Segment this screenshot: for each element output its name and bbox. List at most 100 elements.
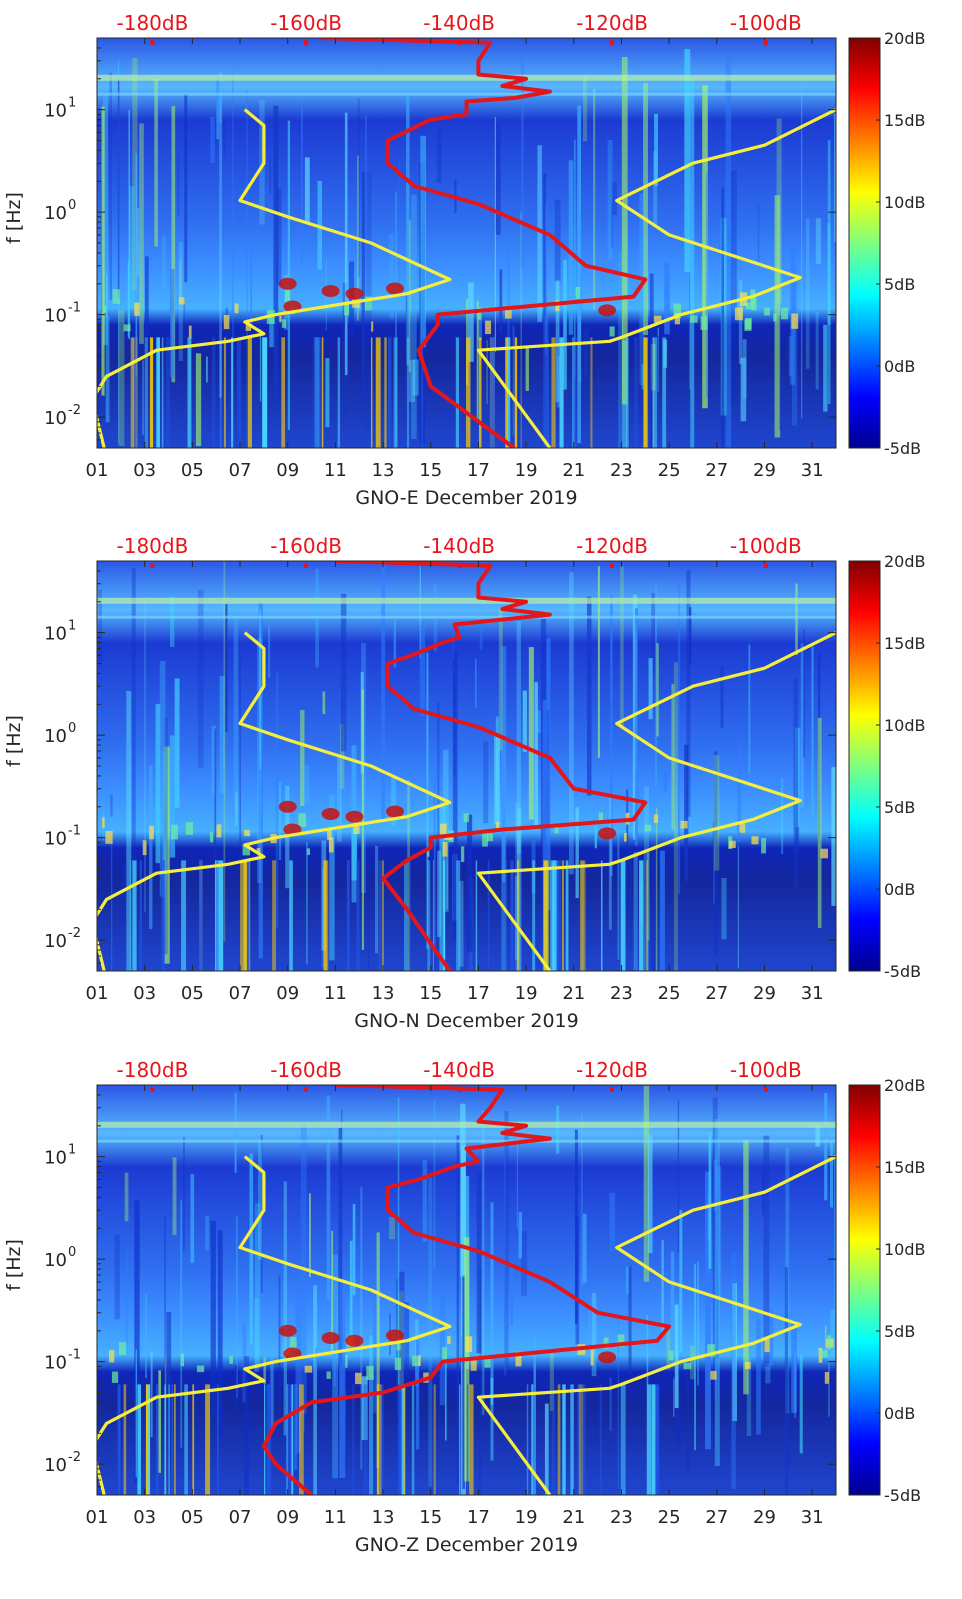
cultural-noise-band [97, 1121, 836, 1128]
spectrogram-hotspot [609, 326, 615, 337]
spectrogram-band [190, 1174, 195, 1263]
spectrogram-column [466, 337, 471, 448]
spectrogram-band [106, 273, 108, 317]
spectrogram-column [132, 860, 137, 971]
colorbar-tick-label: 20dB [884, 552, 926, 571]
spectrogram-column [551, 1384, 555, 1495]
spectrogram-band [336, 755, 342, 842]
spectrogram-band [517, 808, 522, 971]
spectrogram-band [791, 1320, 797, 1413]
colorbar-tick-label: 10dB [884, 193, 926, 212]
spectrogram-column [384, 337, 387, 448]
spectrogram-column [131, 337, 137, 448]
spectrogram-hotspot [442, 842, 448, 857]
panel-gno-e: 01 03 05 07 09 11 13 15 17 19 21 23 25 27 29 3110-210-1… [3, 11, 926, 509]
colorbar [848, 37, 881, 449]
spectrogram-column [378, 1384, 384, 1495]
spectrogram-band [129, 186, 135, 309]
spectrogram-band [408, 220, 411, 373]
spectrogram-hotspot [700, 316, 708, 331]
curve-yellow-left [97, 108, 452, 448]
cultural-noise-band [97, 597, 836, 604]
spectrogram-band [125, 1251, 128, 1345]
spectrogram-column [639, 860, 644, 971]
spectrogram-band [805, 218, 810, 369]
spectrogram-column [531, 1384, 534, 1495]
spectrogram-band [664, 262, 670, 335]
spectrogram-band [663, 770, 668, 792]
spectrogram-band [150, 1351, 153, 1438]
spectrogram-column [161, 337, 164, 448]
spectrogram-band [236, 1216, 238, 1399]
x-tick-label: 23 [610, 983, 633, 1004]
spectrogram-band [163, 746, 170, 964]
spectrogram-column [433, 1384, 436, 1495]
spectrogram-band [504, 1133, 507, 1376]
spectrogram-hotspot [180, 1353, 185, 1367]
spectrogram-band [163, 760, 165, 928]
spectrogram-band [555, 280, 560, 403]
spectrogram-band [405, 293, 408, 422]
spectrogram-band [583, 329, 589, 378]
x-tick-label: 19 [515, 460, 538, 481]
spectrogram-band [779, 315, 782, 431]
spectrogram-column [289, 860, 293, 971]
spectrogram-band [205, 1215, 210, 1251]
x-tick-label: 29 [753, 1507, 776, 1528]
spectrogram-band [398, 159, 400, 295]
spectrogram-column [487, 860, 490, 971]
spectrogram-band [611, 182, 618, 216]
spectrogram-column [215, 860, 219, 971]
spectrogram-column [117, 1384, 121, 1495]
y-axis-label: f [Hz] [3, 1239, 25, 1291]
spectrogram-column [156, 1384, 159, 1495]
spectrogram-hotspot [734, 307, 743, 321]
spectrogram-band [406, 93, 410, 366]
spectrogram-hotspot [351, 299, 360, 308]
spectrogram-band [823, 324, 828, 412]
spectrogram-band [155, 704, 161, 864]
spectrogram-hotspot [791, 313, 799, 329]
colorbar-tick-label: 15dB [884, 634, 926, 653]
spectrogram-band [166, 1312, 172, 1453]
spectrogram-band [655, 582, 657, 786]
spectrogram-band [795, 583, 798, 656]
spectrogram-band [721, 187, 725, 447]
spectrogram-band [568, 160, 574, 335]
spectrogram-hotspot [463, 813, 470, 823]
spectrogram-band [784, 1266, 789, 1495]
spectrogram-band [225, 604, 228, 732]
spectrogram-column [562, 860, 564, 971]
spectrogram-band [653, 857, 656, 886]
spectrogram-band [361, 1376, 368, 1440]
spectrogram-band [235, 792, 238, 826]
spectrogram-band [507, 249, 510, 405]
spectrogram-hotspot [745, 302, 754, 310]
spectrogram-hotspot [142, 840, 147, 856]
spectrogram-band [195, 353, 202, 447]
spectrogram-band [121, 864, 126, 921]
spectrogram-hotspot [827, 1335, 831, 1350]
spectrogram-column [375, 337, 381, 448]
spectrogram-band [243, 1356, 249, 1495]
spectrogram-band [313, 1285, 317, 1495]
spectrogram-band [516, 1122, 518, 1230]
spectrogram-band [325, 358, 330, 428]
spectrogram-band [794, 1350, 796, 1418]
spectrogram-hotspot [123, 324, 131, 332]
spectrogram-column [205, 1384, 211, 1495]
spectrogram-band [824, 1093, 828, 1201]
spectrogram-column [574, 337, 577, 448]
spectrogram-hotspot [764, 307, 770, 316]
spectrogram-band [588, 1303, 591, 1340]
spectrogram-band [415, 1339, 420, 1450]
spectrogram-band [697, 1261, 699, 1386]
spectrogram-hotspot [744, 319, 752, 331]
cultural-noise-band [97, 92, 836, 96]
spectrogram-column [356, 860, 360, 971]
spectrogram-band [306, 841, 308, 965]
spectrogram-column [590, 337, 593, 448]
spectrogram-band [184, 94, 188, 283]
spectrogram-band [575, 1216, 580, 1345]
spectrogram-band [648, 1135, 653, 1254]
